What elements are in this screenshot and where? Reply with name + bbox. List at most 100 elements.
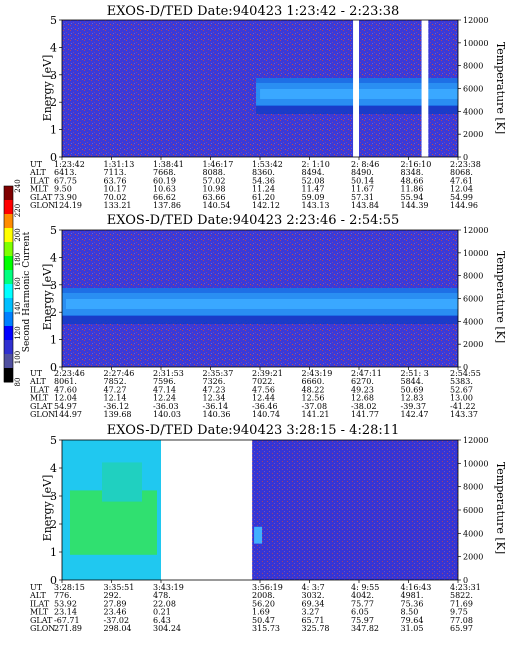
- axis-row-value: 1.69: [252, 608, 270, 617]
- axis-row-value: 12.34: [203, 394, 226, 403]
- axis-row-value: 12.04: [54, 394, 77, 403]
- y2-tick-label: 10000: [463, 249, 488, 258]
- axis-row-value: 47.61: [450, 176, 473, 185]
- axis-row-label: UT: [30, 160, 43, 169]
- axis-row-value: 12.14: [104, 394, 127, 403]
- axis-row-value: 2:39:21: [252, 369, 283, 378]
- axis-row-value: -36.14: [203, 402, 229, 411]
- band-core: [66, 298, 458, 309]
- y2-tick-label: 0: [463, 576, 468, 585]
- axis-row-value: 2:43:19: [302, 369, 333, 378]
- axis-row-value: -67.71: [54, 616, 80, 625]
- y2-tick-label: 8000: [463, 272, 483, 281]
- axis-row-value: 47.56: [252, 385, 275, 394]
- axis-row-value: 4:23:31: [450, 583, 481, 592]
- axis-row-value: 4981.: [401, 591, 424, 600]
- axis-row-value: 10.63: [153, 185, 176, 194]
- axis-row-value: 47.14: [153, 385, 176, 394]
- heatmap-area: [62, 230, 458, 367]
- panel-2-title: EXOS-D/TED Date:940423 2:23:46 - 2:54:55: [107, 213, 400, 228]
- y-tick-label: 0: [50, 574, 57, 587]
- axis-row-label: ALT: [29, 377, 46, 386]
- axis-row-value: 141.77: [351, 410, 379, 419]
- y-tick-label: 3: [50, 490, 57, 503]
- axis-row-value: 27.89: [104, 599, 127, 608]
- axis-row-value: 9.75: [450, 608, 468, 617]
- axis-row-value: 2: 1:10: [302, 160, 330, 169]
- axis-row-value: 8061.: [54, 377, 77, 386]
- colorbar-ticks: 240 220 200 180 160 140 120 100 80: [14, 179, 22, 386]
- axis-row-value: 60.19: [153, 176, 176, 185]
- axis-row-value: 22.08: [153, 599, 176, 608]
- axis-row-value: -41.22: [450, 402, 476, 411]
- axis-row-value: 6.05: [351, 608, 369, 617]
- axis-row-value: 2:31:53: [153, 369, 184, 378]
- axis-row-value: 3.27: [302, 608, 320, 617]
- axis-row-value: 140.36: [203, 410, 231, 419]
- axis-row-value: 133.21: [104, 201, 132, 210]
- y-tick-label: 5: [50, 224, 57, 237]
- axis-row-value: 12.04: [450, 185, 473, 194]
- colorbar-tick-label: 80: [14, 378, 22, 387]
- axis-row-value: 52.08: [302, 176, 325, 185]
- axis-row-label: GLON: [30, 201, 55, 210]
- axis-row-value: 12.68: [351, 394, 374, 403]
- axis-row-value: 11.24: [252, 185, 275, 194]
- colorbar-segment: [4, 340, 13, 355]
- axis-row-value: 8068.: [450, 168, 473, 177]
- axis-row-value: 11.47: [302, 185, 325, 194]
- axis-row-value: 1:38:41: [153, 160, 184, 169]
- axis-row-value: 12.83: [401, 394, 424, 403]
- axis-row-value: 65.71: [302, 616, 325, 625]
- axis-row-value: 304.24: [153, 624, 181, 633]
- axis-row-value: 48.66: [401, 176, 424, 185]
- axis-row-value: 6270.: [351, 377, 374, 386]
- colorbar-label: Second Harmonic Current: [22, 231, 32, 352]
- axis-row-value: 71.69: [450, 599, 473, 608]
- colorbar-segment: [4, 368, 13, 383]
- axis-row-value: 2008.: [252, 591, 275, 600]
- axis-row-value: 2:51: 3: [401, 369, 429, 378]
- axis-row-value: 325.78: [302, 624, 330, 633]
- axis-row-value: 3032.: [302, 591, 325, 600]
- hot-plasma-patch: [102, 462, 142, 502]
- y2-tick-label: 6000: [463, 506, 483, 515]
- axis-row-value: 75.97: [351, 616, 374, 625]
- panel-3-ylabel: Energy [eV]: [41, 475, 54, 542]
- axis-row-value: 140.74: [252, 410, 280, 419]
- axis-row-value: 137.86: [153, 201, 181, 210]
- axis-row-value: 63.76: [104, 176, 127, 185]
- axis-row-label: ALT: [29, 168, 46, 177]
- band-core: [260, 88, 458, 99]
- axis-row-value: 47.27: [104, 385, 127, 394]
- panel-1-y2label: Temperature [K]: [494, 42, 505, 134]
- y2-tick-label: 4000: [463, 529, 483, 538]
- y-tick-label: 0: [50, 151, 57, 164]
- axis-row-value: 6413.: [54, 168, 77, 177]
- y-tick-label: 3: [50, 69, 57, 82]
- colorbar-tick-label: 200: [14, 228, 22, 241]
- axis-row-value: 50.69: [401, 385, 424, 394]
- axis-row-value: 6.43: [153, 616, 171, 625]
- axis-row-value: 12.24: [153, 394, 176, 403]
- axis-row-value: 52.67: [450, 385, 473, 394]
- colorbar: 240 220 200 180 160 140 120 100 80 Second Harmon…: [3, 179, 32, 386]
- axis-row-value: 298.04: [104, 624, 132, 633]
- axis-row-value: 143.84: [351, 201, 379, 210]
- panel-1: EXOS-D/TED Date:940423 1:23:42 - 2:23:38…: [29, 4, 505, 210]
- axis-row-value: -37.02: [104, 616, 130, 625]
- y-tick-label: 4: [50, 462, 57, 475]
- y-tick-label: 2: [50, 96, 57, 109]
- y2-tick-label: 6000: [463, 295, 483, 304]
- axis-row-value: 57.31: [351, 193, 374, 202]
- axis-row-label: GLON: [30, 410, 55, 419]
- axis-row-value: 47.23: [203, 385, 226, 394]
- axis-row-value: 61.20: [252, 193, 275, 202]
- panel-3-title: EXOS-D/TED Date:940423 3:28:15 - 4:28:11: [107, 423, 400, 438]
- colorbar-segment: [4, 312, 13, 327]
- axis-row-value: 9.50: [54, 185, 72, 194]
- band-lower: [62, 315, 458, 324]
- axis-row-value: 50.14: [351, 176, 374, 185]
- axis-row-value: 11.67: [351, 185, 374, 194]
- axis-row-value: 347.82: [351, 624, 379, 633]
